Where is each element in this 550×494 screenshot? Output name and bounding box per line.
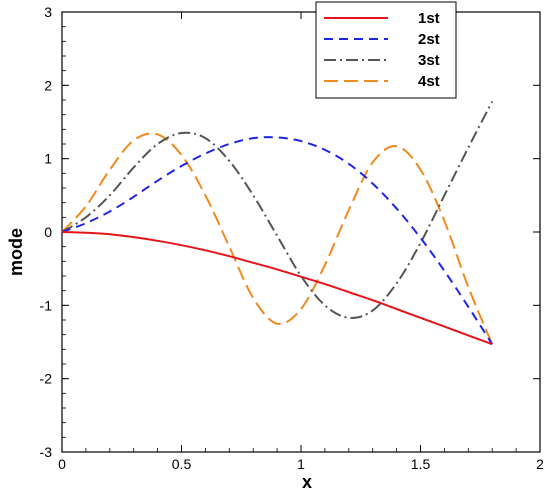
y-tick-label: 1 — [44, 151, 52, 167]
legend-label-2st: 2st — [418, 31, 440, 48]
y-tick-label: -2 — [40, 371, 53, 387]
x-tick-label: 1.5 — [411, 456, 431, 472]
y-tick-label: 2 — [44, 77, 52, 93]
x-tick-label: 0.5 — [172, 456, 192, 472]
y-tick-label: -1 — [40, 297, 53, 313]
y-tick-label: 0 — [44, 224, 52, 240]
series-line-4st — [61, 132, 494, 345]
x-tick-label: 1 — [297, 456, 305, 472]
y-tick-label: 3 — [44, 4, 52, 20]
x-tick-label: 0 — [58, 456, 66, 472]
y-tick-label: -3 — [40, 444, 53, 460]
series-line-1st — [61, 231, 493, 346]
legend-label-3st: 3st — [418, 52, 440, 69]
series-line-2st — [61, 136, 494, 345]
legend-label-4st: 4st — [418, 73, 440, 90]
y-axis-title: mode — [6, 228, 26, 276]
plot-area-border — [61, 11, 541, 453]
x-tick-label: 2 — [536, 456, 544, 472]
legend-label-1st: 1st — [418, 10, 440, 27]
x-axis-title: x — [302, 472, 312, 492]
series-line-3st — [61, 101, 494, 319]
